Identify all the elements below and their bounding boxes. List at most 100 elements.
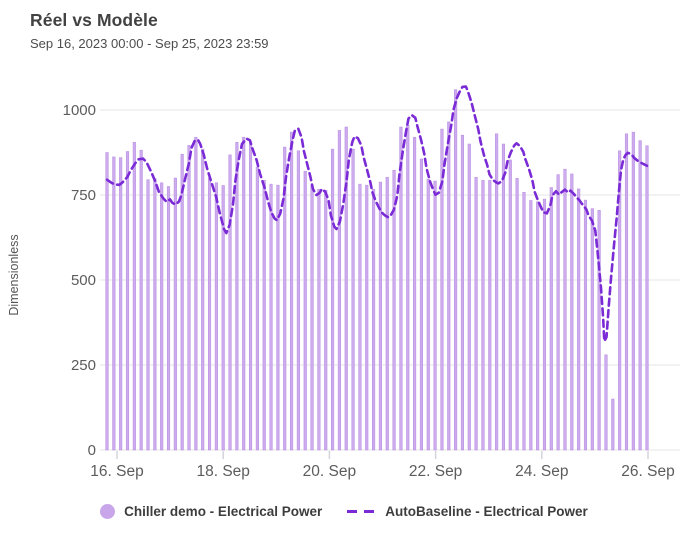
bar	[597, 210, 601, 451]
bar	[583, 199, 588, 451]
bar	[207, 177, 212, 451]
x-tick-label: 16. Sep	[90, 463, 143, 480]
chart-legend: Chiller demo - Electrical Power AutoBase…	[0, 504, 688, 519]
y-tick-label: 250	[71, 357, 96, 374]
bar	[624, 133, 629, 451]
bar	[508, 159, 512, 451]
bar	[358, 183, 362, 451]
bar	[529, 200, 533, 451]
bar	[310, 184, 314, 451]
bar	[132, 142, 136, 451]
bar	[187, 145, 191, 451]
bar	[283, 146, 287, 451]
bar	[365, 184, 369, 451]
bar	[166, 186, 171, 451]
bar	[645, 145, 649, 451]
x-tick-label: 24. Sep	[515, 463, 568, 480]
bar	[406, 125, 410, 451]
bar	[542, 198, 547, 451]
circle-marker-icon	[100, 504, 116, 519]
bar	[153, 178, 157, 451]
bar	[563, 168, 567, 451]
bar	[515, 178, 519, 451]
bar	[235, 142, 239, 451]
bar	[139, 149, 143, 451]
bar	[392, 169, 396, 451]
bar	[467, 143, 471, 451]
dashed-line-marker-icon	[347, 510, 376, 513]
bar	[604, 354, 608, 451]
bar	[194, 136, 198, 451]
bar	[248, 141, 253, 451]
bar	[522, 192, 526, 451]
bar	[173, 177, 177, 451]
bar	[474, 177, 478, 451]
bar	[337, 130, 341, 451]
bar	[201, 148, 205, 451]
bar	[125, 151, 130, 451]
bar	[105, 152, 109, 451]
bar	[378, 181, 382, 451]
y-tick-label: 750	[71, 187, 96, 204]
bar	[296, 150, 300, 451]
bar	[344, 126, 348, 451]
bar	[454, 89, 458, 451]
bar	[242, 136, 246, 451]
bar	[290, 131, 294, 451]
bar	[399, 126, 403, 451]
bar	[495, 133, 499, 451]
chart-canvas: 0 250 500 750 1000 16. Sep 18. Sep 20. Sep 22. S…	[63, 85, 680, 480]
legend-label: AutoBaseline - Electrical Power	[385, 504, 588, 519]
bar	[146, 179, 150, 451]
bar	[481, 180, 485, 451]
x-tick-label: 18. Sep	[196, 463, 249, 480]
page-title: Réel vs Modèle	[30, 10, 158, 30]
bar	[590, 208, 594, 451]
legend-item-autobaseline[interactable]: AutoBaseline - Electrical Power	[346, 504, 588, 519]
bar	[447, 121, 451, 451]
model-line	[105, 85, 649, 343]
bar	[180, 153, 184, 451]
bar	[413, 136, 417, 451]
bar	[331, 148, 335, 451]
y-tick-label: 1000	[63, 102, 96, 119]
bar	[440, 128, 444, 451]
legend-item-chiller-demo[interactable]: Chiller demo - Electrical Power	[100, 504, 322, 519]
bar	[324, 189, 328, 451]
bar	[303, 170, 307, 451]
bar	[488, 180, 492, 451]
bar	[611, 398, 615, 451]
bar	[160, 182, 164, 451]
x-tick-label: 20. Sep	[303, 463, 356, 480]
bar	[460, 134, 464, 451]
x-tick-label: 22. Sep	[409, 463, 462, 480]
bar	[419, 158, 423, 451]
bar	[262, 180, 266, 451]
bar	[372, 188, 376, 451]
bar	[501, 143, 506, 451]
bar	[536, 201, 540, 451]
bar	[549, 187, 553, 451]
bar	[317, 188, 321, 451]
legend-label: Chiller demo - Electrical Power	[124, 504, 323, 519]
bar	[638, 140, 642, 451]
bar	[631, 131, 635, 451]
bar	[433, 180, 437, 451]
bar	[385, 177, 389, 451]
bar	[214, 182, 218, 451]
bar	[351, 148, 355, 451]
bar	[119, 157, 123, 451]
bar	[112, 156, 116, 451]
bar	[618, 150, 622, 451]
bar	[221, 185, 225, 451]
bar	[269, 183, 273, 451]
y-tick-label: 500	[71, 272, 96, 289]
bar	[228, 154, 232, 451]
date-range-subtitle: Sep 16, 2023 00:00 - Sep 25, 2023 23:59	[30, 36, 269, 51]
bar	[255, 166, 259, 451]
x-tick-label: 26. Sep	[621, 463, 674, 480]
bar	[577, 188, 581, 451]
bar	[570, 173, 574, 451]
y-tick-label: 0	[88, 442, 96, 459]
